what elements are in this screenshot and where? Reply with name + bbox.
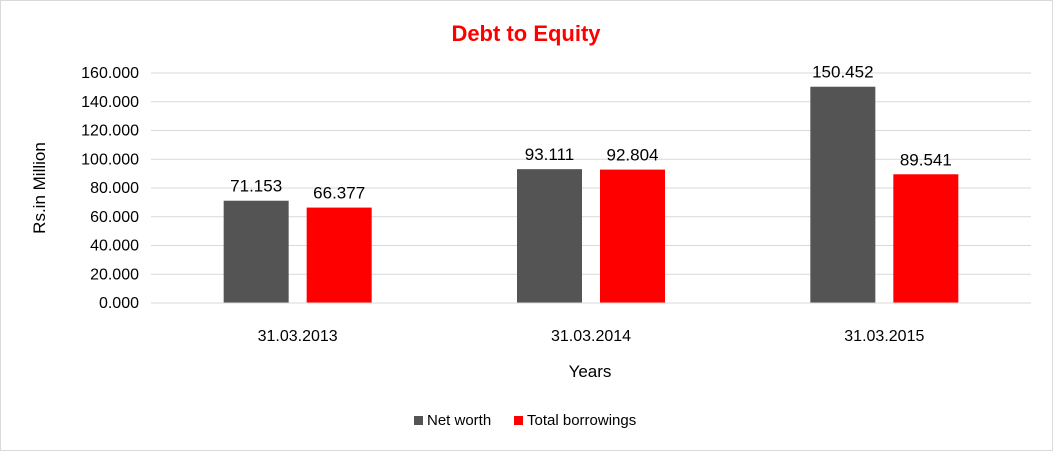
bar-total-borrowings [306, 207, 372, 303]
bar-total-borrowings [600, 169, 665, 303]
x-tick-label: 31.03.2015 [844, 328, 924, 345]
bars [151, 86, 1031, 304]
data-label: 89.541 [900, 150, 952, 169]
y-tick-label: 80.000 [90, 180, 139, 197]
bar-net-worth [810, 86, 876, 303]
legend-label: Total borrowings [527, 412, 636, 429]
data-labels: 71.153 66.377 93.111 92.804 150.452 89.541 [230, 63, 952, 203]
y-tick-label: 120.000 [81, 123, 139, 140]
data-label: 71.153 [230, 177, 282, 196]
bar-total-borrowings [893, 174, 959, 303]
x-axis-title: Years [569, 362, 612, 381]
y-tick-label: 140.000 [81, 94, 139, 111]
bar-net-worth [223, 200, 289, 303]
chart-title: Debt to Equity [451, 21, 601, 46]
y-tick-label: 40.000 [90, 238, 139, 255]
data-label: 66.377 [313, 184, 365, 203]
y-tick-label: 100.000 [81, 151, 139, 168]
y-axis-title: Rs.in Million [30, 142, 49, 234]
data-label: 150.452 [812, 63, 873, 82]
y-axis-ticks: 0.000 20.000 40.000 60.000 80.000 100.000 120.… [81, 65, 139, 312]
gridlines [151, 72, 1031, 304]
y-tick-label: 60.000 [90, 209, 139, 226]
data-label: 92.804 [607, 146, 659, 165]
x-tick-label: 31.03.2014 [551, 328, 631, 345]
legend: Net worth Total borrowings [414, 412, 636, 429]
x-tick-label: 31.03.2013 [258, 328, 338, 345]
legend-swatch [414, 416, 423, 425]
x-axis-ticks: 31.03.2013 31.03.2014 31.03.2015 [258, 328, 925, 345]
legend-swatch [514, 416, 523, 425]
bar-net-worth [517, 169, 582, 303]
y-tick-label: 20.000 [90, 266, 139, 283]
y-tick-label: 0.000 [99, 295, 139, 312]
y-tick-label: 160.000 [81, 65, 139, 82]
legend-label: Net worth [427, 412, 491, 429]
data-label: 93.111 [525, 145, 574, 164]
